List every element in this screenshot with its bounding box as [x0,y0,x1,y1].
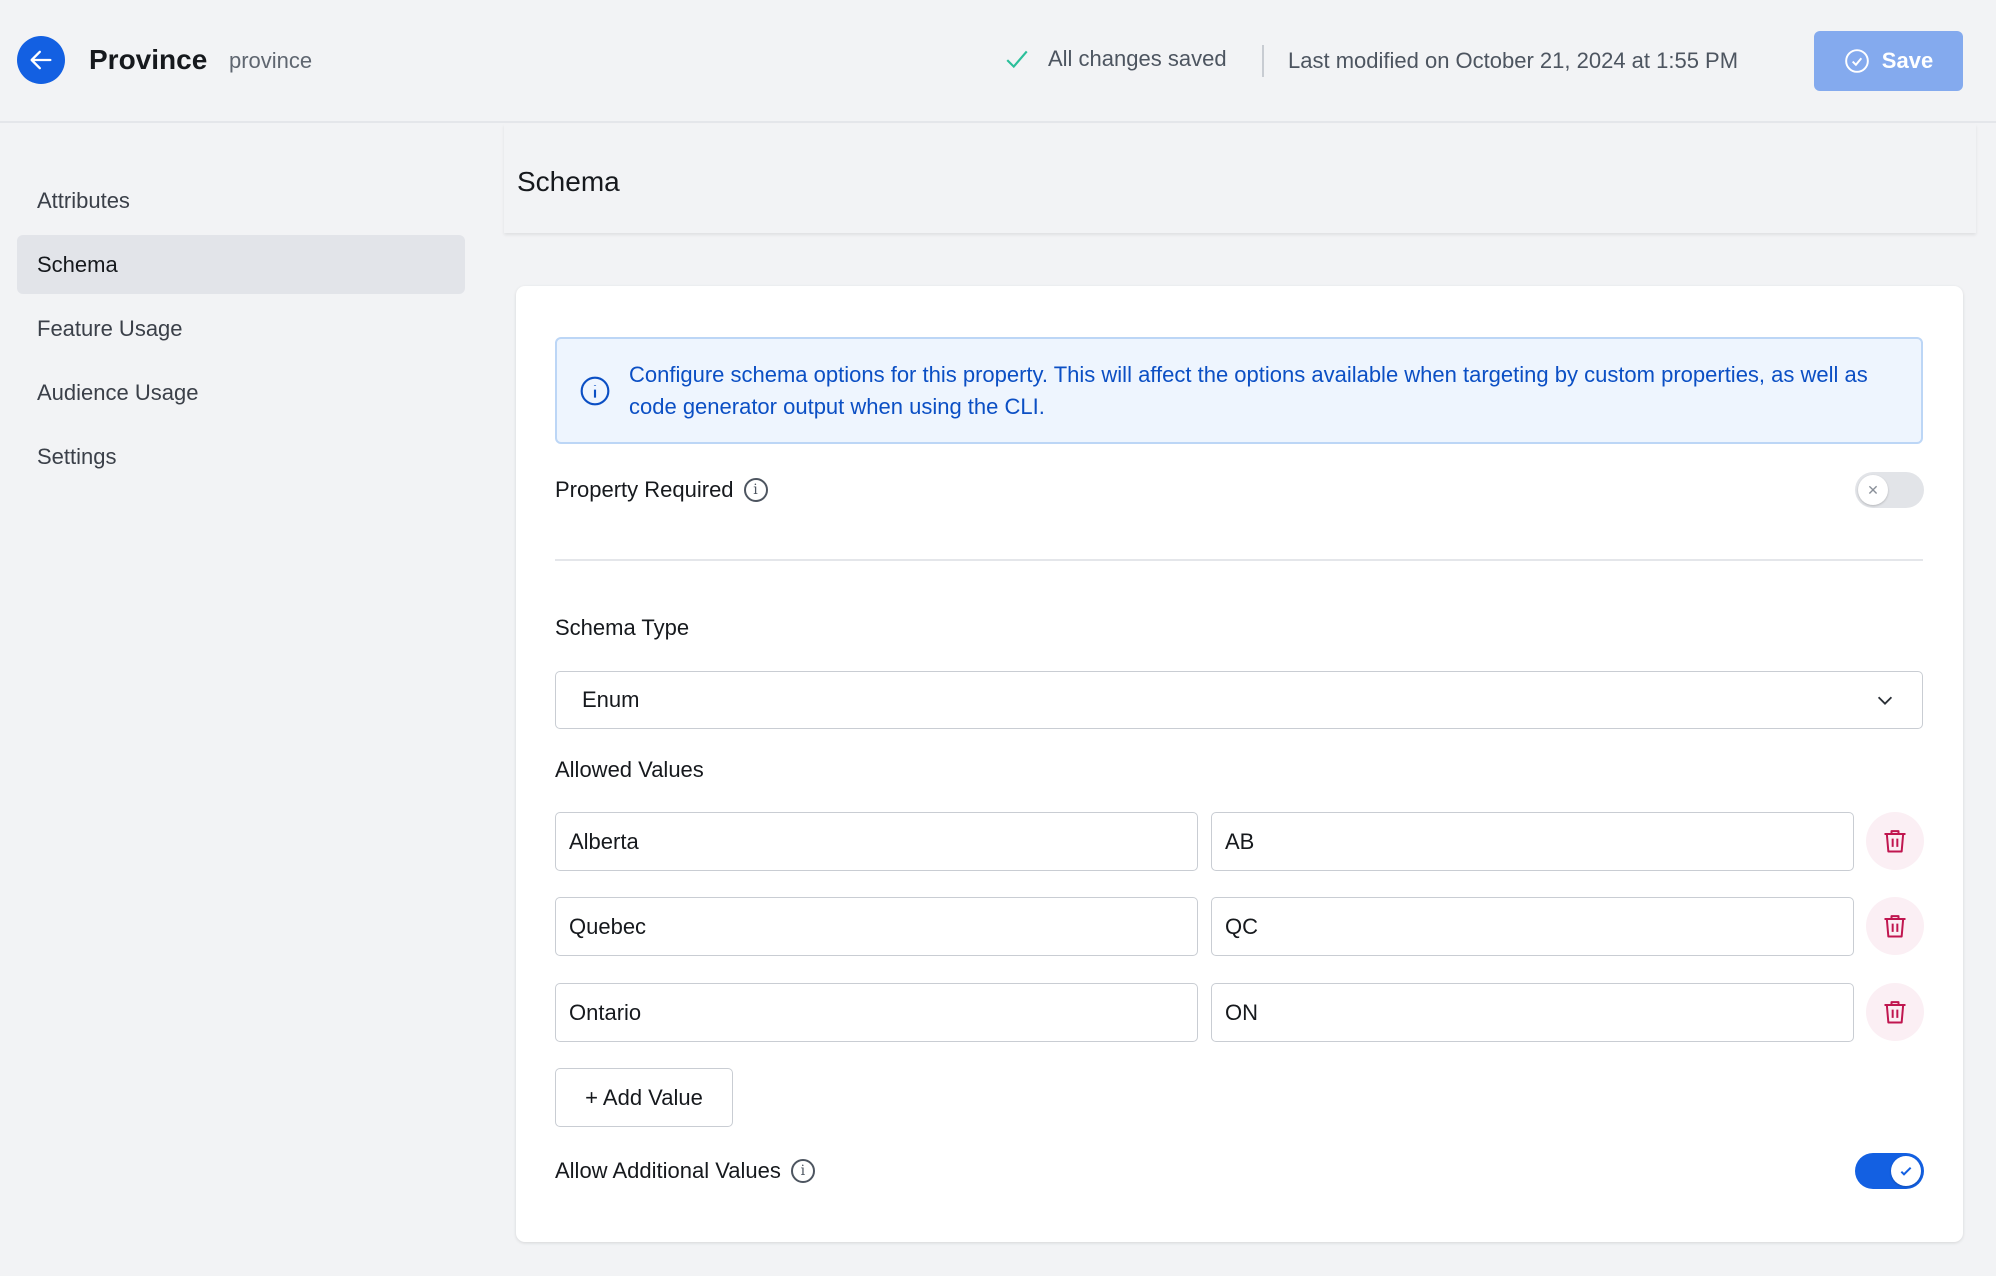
chevron-down-icon [1877,696,1893,705]
sidebar-item-schema[interactable]: Schema [17,235,465,294]
info-banner: Configure schema options for this proper… [555,337,1923,444]
allow-additional-values-toggle[interactable] [1855,1153,1924,1189]
property-required-label: Property Required i [555,477,768,503]
schema-card [516,286,1963,1242]
divider [1262,45,1264,77]
divider [555,559,1923,561]
schema-type-label: Schema Type [555,615,690,640]
header: Province province All changes saved Last… [0,0,1996,123]
value-name-input[interactable]: Ontario [555,983,1198,1042]
sidebar-item-feature-usage[interactable]: Feature Usage [37,315,183,341]
info-icon[interactable]: i [743,478,768,502]
sidebar-item-settings[interactable]: Settings [37,443,117,469]
check-icon [1891,1156,1921,1186]
section-title: Schema [504,124,1976,233]
trash-icon [1884,915,1906,938]
check-circle-icon [1844,49,1869,73]
x-icon: ✕ [1858,475,1888,505]
property-key: province [229,48,313,73]
delete-value-button[interactable] [1866,897,1924,955]
page-title: Province [89,44,208,75]
schema-type-select[interactable]: Enum [555,671,1923,729]
add-value-button[interactable]: + Add Value [555,1068,733,1127]
save-button[interactable]: Save [1814,31,1963,91]
trash-icon [1884,1001,1906,1024]
allowed-values-label: Allowed Values [555,757,704,782]
value-name-input[interactable]: Alberta [555,812,1198,871]
info-icon[interactable]: i [790,1159,815,1183]
arrow-left-icon [30,50,52,70]
trash-icon [1884,830,1906,853]
value-key-input[interactable]: QC [1211,897,1854,956]
save-status: All changes saved [1004,46,1227,72]
value-name-input[interactable]: Quebec [555,897,1198,956]
delete-value-button[interactable] [1866,812,1924,870]
property-required-toggle[interactable]: ✕ [1855,472,1924,508]
back-button[interactable] [17,36,65,84]
value-key-input[interactable]: AB [1211,812,1854,871]
value-key-input[interactable]: ON [1211,983,1854,1042]
allow-additional-values-label: Allow Additional Values i [555,1158,815,1184]
check-icon [1006,50,1028,69]
last-modified: Last modified on October 21, 2024 at 1:5… [1288,48,1739,73]
sidebar-item-audience-usage[interactable]: Audience Usage [37,379,199,405]
sidebar-item-attributes[interactable]: Attributes [37,187,130,213]
delete-value-button[interactable] [1866,983,1924,1041]
info-icon [580,376,610,405]
